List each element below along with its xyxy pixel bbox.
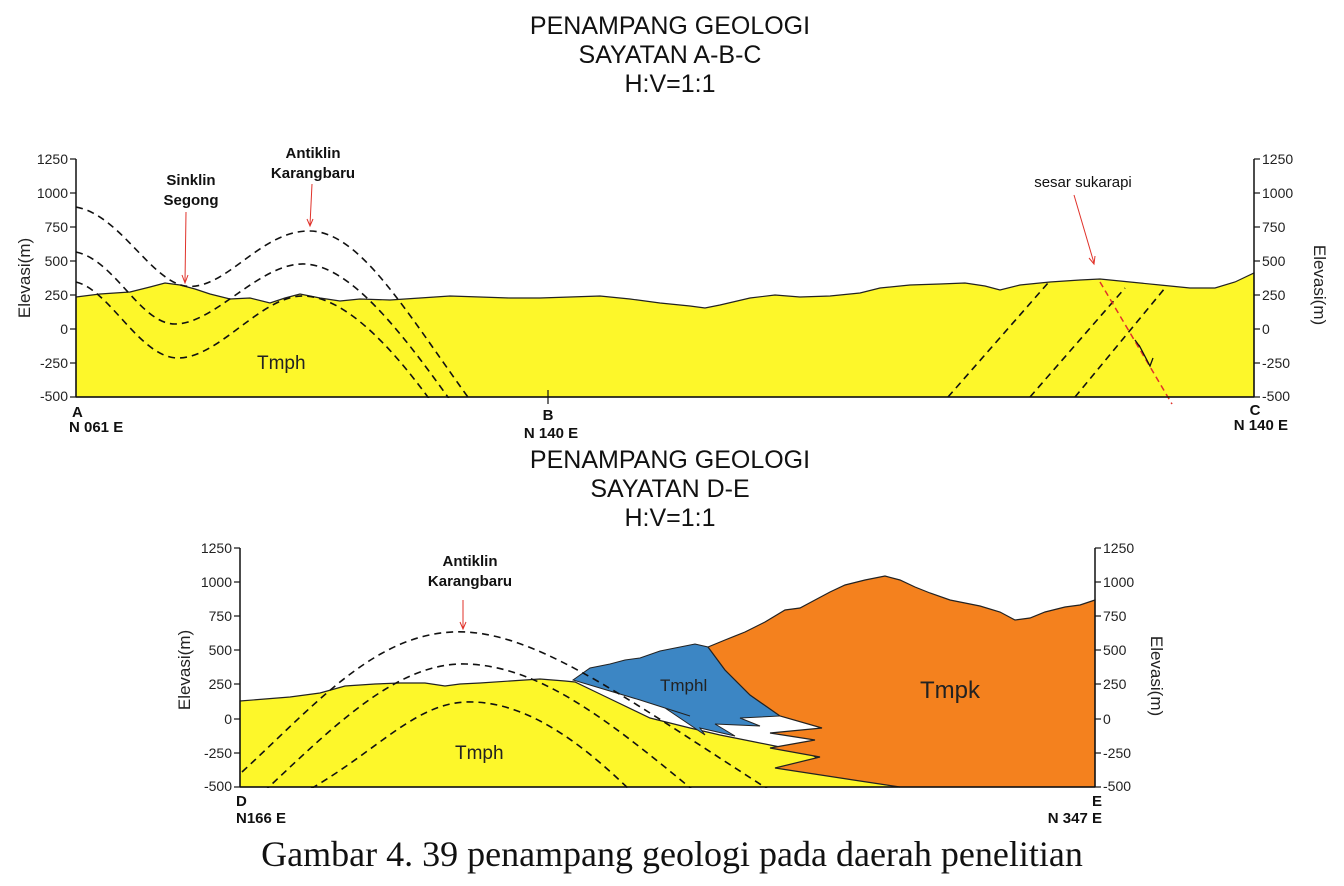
section1-tmph-label: Tmph xyxy=(257,353,306,374)
section1-fault-line xyxy=(1099,281,1173,405)
s1-right-tick-6: -250 xyxy=(1262,355,1290,371)
section2-title-line2: SAYATAN D-E xyxy=(590,475,750,503)
section1-tmph-unit xyxy=(75,272,1255,398)
section2-antiklin-label: Antiklin Karangbaru xyxy=(428,553,512,590)
section1-cross-section: 1250 1000 750 500 250 0 -250 -500 1250 1… xyxy=(15,145,1329,442)
svg-text:Segong: Segong xyxy=(164,192,219,209)
point-a-letter: A xyxy=(72,404,83,421)
section2-right-ticks: 1250 1000 750 500 250 0 -250 -500 xyxy=(1103,540,1134,794)
s2-right-tick-1: 1000 xyxy=(1103,574,1134,590)
s2-right-tick-3: 500 xyxy=(1103,642,1127,658)
section1-antiklin-label: Antiklin Karangbaru xyxy=(271,145,355,182)
section2-title-line1: PENAMPANG GEOLOGI xyxy=(529,446,811,474)
s1-left-tick-2: 750 xyxy=(45,219,69,235)
s2-right-tick-6: -250 xyxy=(1103,745,1131,761)
s2-left-tick-7: -500 xyxy=(204,778,232,794)
s1-left-tick-7: -500 xyxy=(40,388,68,404)
svg-text:Karangbaru: Karangbaru xyxy=(271,165,355,182)
figure-caption: Gambar 4. 39 penampang geologi pada daer… xyxy=(261,834,1083,874)
s1-right-tick-1: 1000 xyxy=(1262,185,1293,201)
s1-left-tick-1: 1000 xyxy=(37,185,68,201)
section1-title-line2: SAYATAN A-B-C xyxy=(578,41,762,69)
s1-left-tick-4: 250 xyxy=(45,287,69,303)
s1-right-tick-2: 750 xyxy=(1262,219,1286,235)
section2-annotation-arrow xyxy=(459,600,467,631)
section1-title: PENAMPANG GEOLOGI SAYATAN A-B-C H:V=1:1 xyxy=(460,12,880,99)
s2-left-tick-5: 0 xyxy=(224,711,232,727)
s2-right-tick-4: 250 xyxy=(1103,676,1127,692)
s2-right-tick-0: 1250 xyxy=(1103,540,1134,556)
s1-left-tick-3: 500 xyxy=(45,253,69,269)
s2-left-tick-3: 500 xyxy=(209,642,233,658)
s2-right-tick-5: 0 xyxy=(1103,711,1111,727)
s1-left-tick-0: 1250 xyxy=(37,151,68,167)
section1-right-ticks: 1250 1000 750 500 250 0 -250 -500 xyxy=(1262,151,1293,404)
section2-cross-section: 1250 1000 750 500 250 0 -250 -500 1250 1… xyxy=(175,540,1166,827)
section2-title-line3: H:V=1:1 xyxy=(624,504,716,532)
section2-tmpk-label: Tmpk xyxy=(920,677,981,704)
section1-y-axis-label-right: Elevasi(m) xyxy=(1310,245,1329,325)
section1-tick-marks xyxy=(70,158,1260,404)
section1-left-ticks: 1250 1000 750 500 250 0 -250 -500 xyxy=(37,151,68,404)
section2-tmpk-unit xyxy=(707,575,1096,788)
s1-right-tick-3: 500 xyxy=(1262,253,1286,269)
section2-left-ticks: 1250 1000 750 500 250 0 -250 -500 xyxy=(201,540,232,794)
point-e-bearing: N 347 E xyxy=(1048,810,1102,827)
s2-left-tick-0: 1250 xyxy=(201,540,232,556)
svg-text:Antiklin: Antiklin xyxy=(443,553,498,570)
point-d-bearing: N166 E xyxy=(236,810,286,827)
s1-left-tick-6: -250 xyxy=(40,355,68,371)
point-c-letter: C xyxy=(1250,402,1261,419)
s1-left-tick-5: 0 xyxy=(60,321,68,337)
section2-fold-lines xyxy=(241,631,768,788)
section2-tmph-label: Tmph xyxy=(455,743,504,764)
section2-tmphl-label: Tmphl xyxy=(660,676,707,695)
svg-text:Karangbaru: Karangbaru xyxy=(428,573,512,590)
s2-left-tick-6: -250 xyxy=(204,745,232,761)
s2-right-tick-7: -500 xyxy=(1103,778,1131,794)
section1-sinklin-label: Sinklin Segong xyxy=(164,172,219,209)
s2-left-tick-4: 250 xyxy=(209,676,233,692)
section2-title: PENAMPANG GEOLOGI SAYATAN D-E H:V=1:1 xyxy=(460,446,880,533)
section1-fold-lines xyxy=(76,206,1166,398)
section1-annotation-arrows xyxy=(181,183,1096,285)
s1-right-tick-5: 0 xyxy=(1262,321,1270,337)
section2-y-axis-label-left: Elevasi(m) xyxy=(175,630,194,710)
section1-title-line1: PENAMPANG GEOLOGI xyxy=(529,12,811,40)
point-e-letter: E xyxy=(1092,793,1102,810)
point-b-letter: B xyxy=(543,407,554,424)
section2-point-labels: D N166 E E N 347 E xyxy=(236,793,1102,827)
s1-right-tick-7: -500 xyxy=(1262,388,1290,404)
point-c-bearing: N 140 E xyxy=(1234,417,1288,434)
svg-text:Sinklin: Sinklin xyxy=(166,172,215,189)
s2-left-tick-1: 1000 xyxy=(201,574,232,590)
s2-right-tick-2: 750 xyxy=(1103,608,1127,624)
s1-right-tick-4: 250 xyxy=(1262,287,1286,303)
section2-tick-marks xyxy=(234,547,1101,788)
s1-right-tick-0: 1250 xyxy=(1262,151,1293,167)
point-d-letter: D xyxy=(236,793,247,810)
point-a-bearing: N 061 E xyxy=(69,419,123,436)
s2-left-tick-2: 750 xyxy=(209,608,233,624)
svg-text:Antiklin: Antiklin xyxy=(286,145,341,162)
point-b-bearing: N 140 E xyxy=(524,425,578,442)
section1-fault-motion-arrow xyxy=(1134,339,1154,368)
section1-point-labels: A N 061 E B N 140 E C N 140 E xyxy=(69,402,1288,442)
section2-y-axis-label-right: Elevasi(m) xyxy=(1147,636,1166,716)
section1-title-line3: H:V=1:1 xyxy=(624,70,716,98)
section1-fault-label: sesar sukarapi xyxy=(1034,174,1132,191)
section1-y-axis-label-left: Elevasi(m) xyxy=(15,238,34,318)
